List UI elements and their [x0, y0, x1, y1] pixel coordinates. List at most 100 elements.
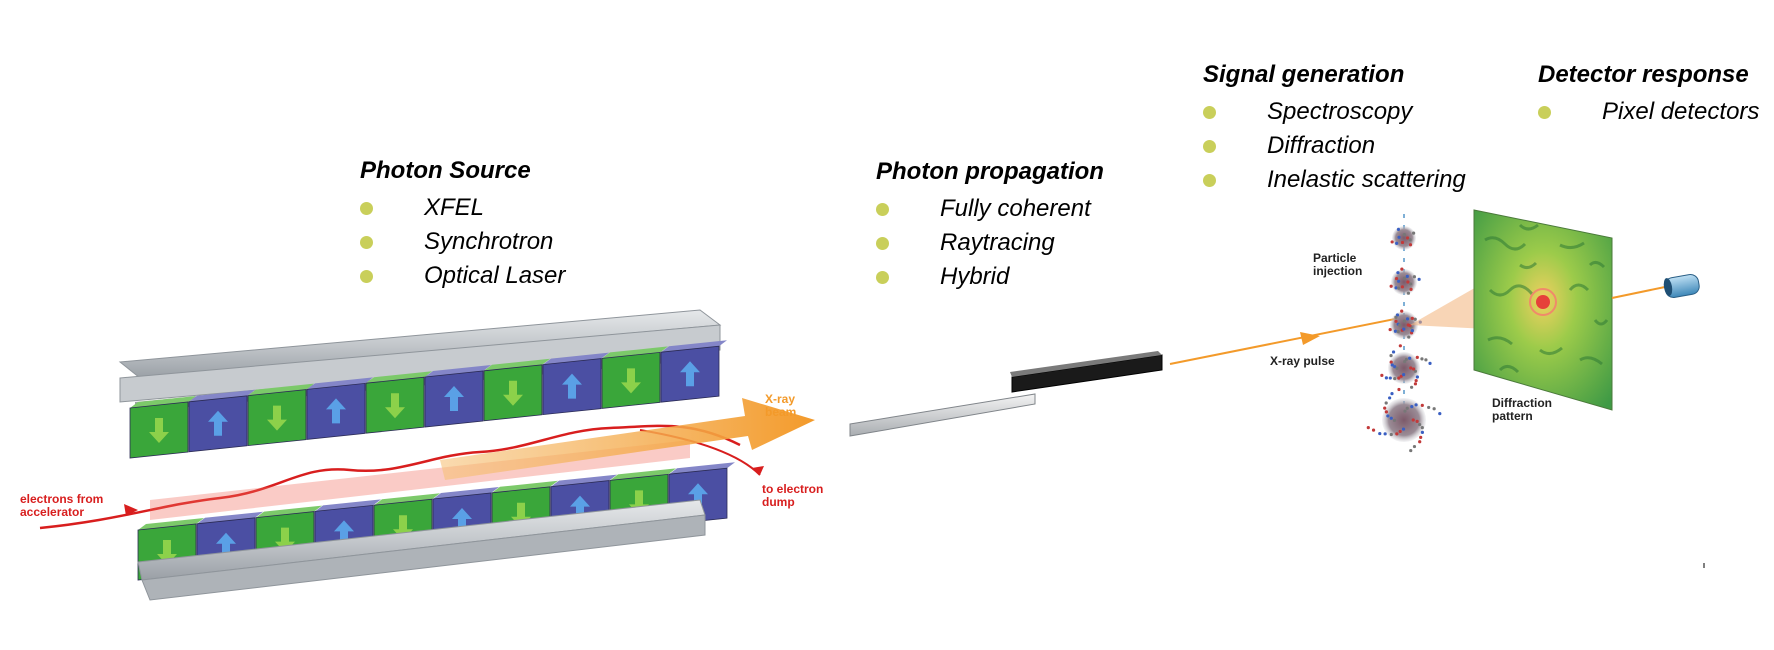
bullet-icon [876, 271, 889, 284]
arrow-up-icon [452, 508, 472, 533]
atom-dot [1371, 428, 1376, 432]
detector-response-block: Detector response Pixel detectors [1538, 61, 1759, 129]
magnet-top [669, 462, 735, 475]
list-item: Fully coherent [876, 192, 1104, 226]
list-item: Diffraction [1203, 129, 1466, 163]
arrow-up-icon [444, 386, 464, 411]
atom-dot [1398, 429, 1402, 434]
atom-dot [1397, 387, 1401, 392]
propagated-beam [1169, 317, 1401, 365]
bullet-icon [1203, 106, 1216, 119]
atom-dot [1402, 373, 1406, 377]
atom-dot [1411, 367, 1416, 371]
atom-dot [1408, 356, 1412, 360]
atom-dot [1394, 276, 1399, 281]
atom-dot [1402, 327, 1406, 331]
atom-dot [1402, 276, 1407, 280]
atom-dot [1391, 350, 1396, 354]
optics [849, 317, 1401, 437]
photon-source-block: Photon Source XFEL Synchrotron Optical L… [360, 157, 565, 293]
atom-dot [1392, 418, 1397, 422]
atom-dot [1390, 240, 1394, 244]
particle-clusters [1366, 226, 1442, 453]
atom-dot [1393, 329, 1398, 333]
atom-dot [1384, 410, 1388, 414]
atom-dot [1413, 317, 1417, 321]
atom-dot [1427, 405, 1431, 410]
signal-generation-title: Signal generation [1203, 61, 1405, 88]
atom-dot [1406, 236, 1410, 240]
arrow-down-icon [385, 393, 405, 419]
bullet-icon [360, 236, 373, 249]
detector-response-title: Detector response [1538, 61, 1749, 88]
xray-pulse-label: X-ray pulse [1270, 354, 1335, 368]
atom-dot [1415, 355, 1419, 359]
atom-dot [1384, 376, 1388, 380]
atom-dot [1407, 335, 1411, 339]
bullet-icon [876, 203, 889, 216]
atom-dot [1438, 412, 1442, 416]
arrow-up-icon [562, 373, 582, 399]
magnet-top [425, 365, 491, 377]
atom-dot [1405, 274, 1409, 278]
atom-dot [1398, 344, 1402, 348]
atom-dot [1418, 440, 1422, 444]
atom-dot [1410, 405, 1414, 409]
electron-trajectory [39, 424, 741, 530]
atom-dot [1388, 396, 1392, 400]
atom-dot [1408, 238, 1412, 242]
bullet-icon [360, 202, 373, 215]
speckle-texture [1484, 223, 1609, 374]
arrow-down-icon [149, 418, 169, 443]
grazing-mirror-2-top [1010, 351, 1162, 377]
particle-cluster [1392, 226, 1416, 250]
photon-source-title: Photon Source [360, 157, 531, 184]
magnet-top [543, 352, 609, 365]
atom-dot [1410, 385, 1414, 389]
atom-dot [1389, 354, 1393, 358]
atom-dot [1409, 366, 1413, 370]
atom-dot [1366, 426, 1370, 430]
atom-dot [1388, 327, 1392, 332]
arrow-up-icon [680, 361, 700, 387]
atom-dot [1389, 416, 1393, 420]
diffraction-pattern-label: Diffraction pattern [1492, 396, 1555, 423]
atom-dot [1383, 406, 1387, 410]
atom-dot [1390, 363, 1394, 367]
atom-dot [1397, 376, 1401, 380]
atom-dot [1402, 232, 1406, 237]
atom-dot [1389, 360, 1393, 364]
atom-dot [1397, 235, 1401, 239]
atom-dot [1386, 414, 1390, 418]
arrow-down-icon [621, 368, 641, 394]
magnet-top [366, 371, 432, 384]
magnet-top [307, 377, 373, 390]
atom-dot [1412, 444, 1417, 449]
atom-dot [1393, 376, 1397, 381]
atom-dot [1414, 403, 1418, 407]
atom-dot [1417, 277, 1421, 281]
magnet-top [433, 487, 499, 499]
beam-center-ring [1529, 288, 1557, 316]
atom-dot [1409, 448, 1413, 453]
atom-dot [1412, 275, 1417, 279]
particle-cluster [1388, 352, 1420, 384]
atom-dot [1409, 287, 1413, 291]
atom-dot [1396, 227, 1401, 231]
magnet-top [130, 396, 196, 408]
atom-dot [1394, 286, 1398, 290]
atom-dot [1406, 291, 1411, 295]
magnet-top [197, 511, 263, 524]
atom-dot [1420, 426, 1424, 430]
atom-dot [1412, 231, 1416, 235]
bullet-icon [876, 237, 889, 250]
atom-dot [1389, 432, 1393, 437]
lower-rail-front [141, 514, 706, 601]
atom-dot [1378, 431, 1382, 436]
particle-injection-label: Particle injection [1313, 251, 1362, 278]
atom-dot [1395, 313, 1400, 317]
atom-dot [1411, 418, 1415, 422]
particle-cluster [1391, 269, 1417, 295]
atom-dot [1384, 401, 1388, 405]
atom-dot [1410, 316, 1414, 320]
